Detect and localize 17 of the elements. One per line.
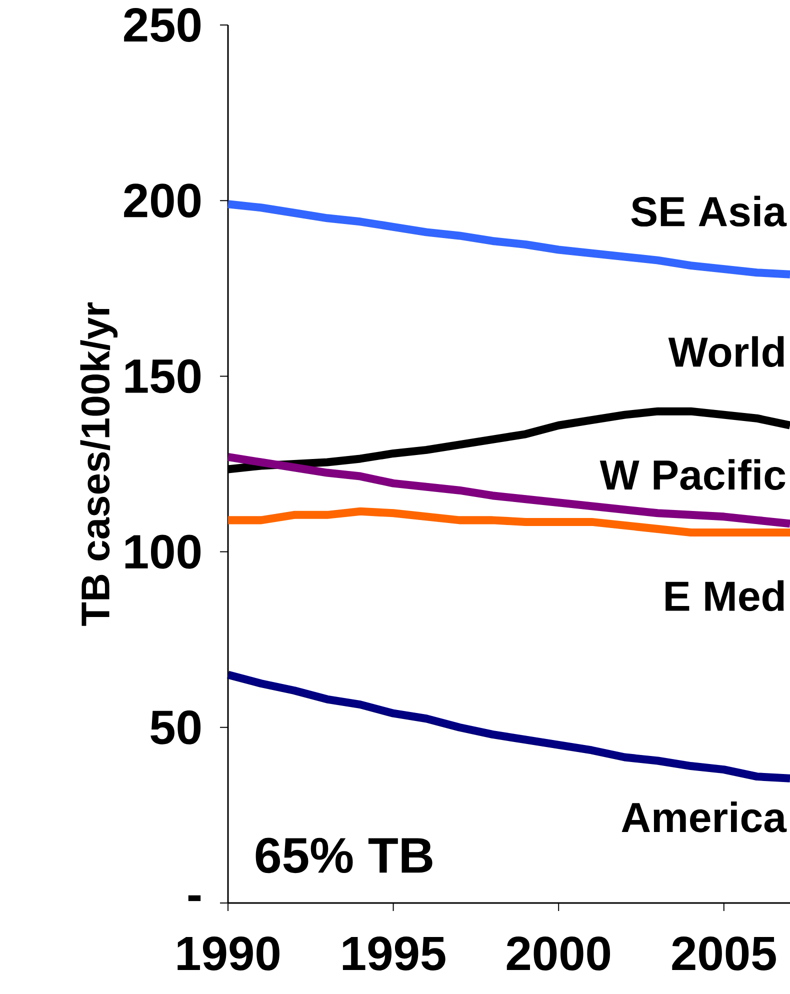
series-label: America (622, 802, 787, 832)
x-tick-label: 1990 (178, 936, 280, 971)
y-tick-label: 50 (150, 710, 201, 744)
series-label: E Med (666, 580, 784, 612)
x-tick-label: 2000 (506, 936, 610, 971)
y-tick-label: 200 (124, 184, 201, 218)
y-axis-title: TB cases/100k/yr (80, 302, 118, 626)
x-tick-label: 1995 (342, 936, 446, 971)
x-tick-label: 2005 (672, 936, 776, 971)
annotation: 65% TB (256, 838, 432, 874)
series-label: W Pacific (600, 459, 786, 490)
y-tick-label: 250 (124, 8, 201, 42)
series-label: SE Asia (631, 196, 787, 227)
y-tick-label: 100 (125, 534, 201, 569)
series-label: World (668, 336, 784, 368)
y-tick-label: 150 (125, 359, 201, 394)
y-tick-label: - (188, 895, 201, 902)
